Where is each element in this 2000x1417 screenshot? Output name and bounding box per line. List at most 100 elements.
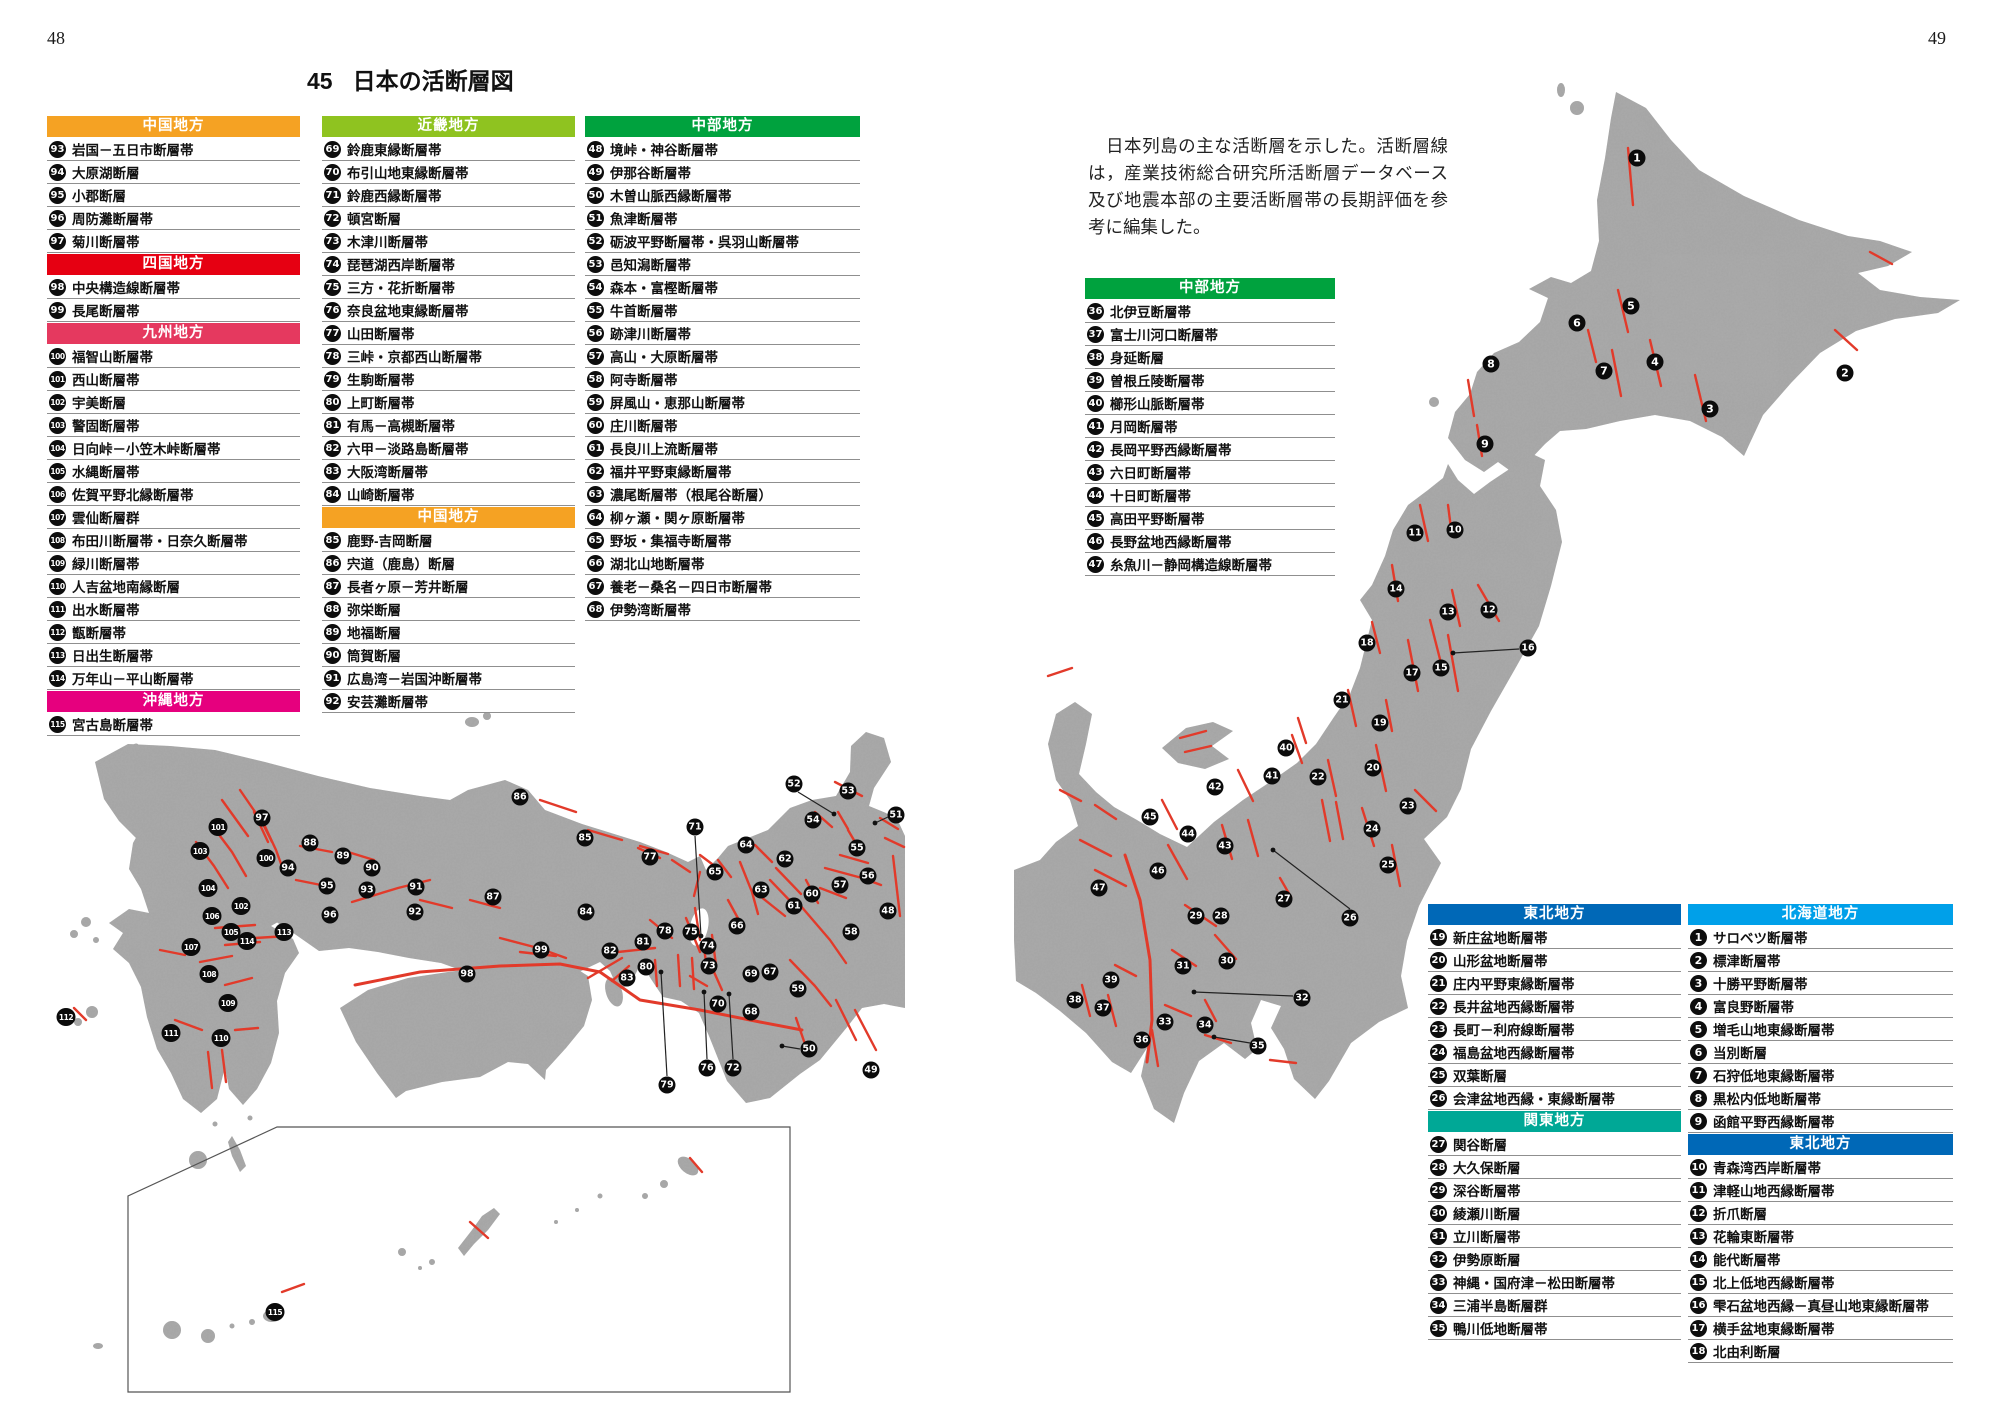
fault-name-label: 山形盆地断層帯 — [1453, 954, 1548, 969]
map-marker: 56 — [859, 867, 877, 885]
fault-list-item: 74 琵琶湖西岸断層帯 — [322, 253, 575, 276]
fault-list-item: 20 山形盆地断層帯 — [1428, 949, 1681, 972]
map-marker: 28 — [1212, 907, 1230, 925]
fault-list-item: 66 湖北山地断層帯 — [585, 552, 860, 575]
fault-number-badge: 27 — [1430, 1135, 1447, 1153]
fault-number-badge: 49 — [587, 163, 604, 181]
fault-number-badge: 102 — [49, 393, 66, 411]
fault-name-label: 小郡断層 — [72, 189, 126, 204]
page-title: 45 日本の活断層図 — [307, 62, 514, 96]
fault-number-badge: 65 — [587, 531, 604, 549]
fault-name-label: 日出生断層帯 — [72, 649, 153, 664]
map-marker: 61 — [785, 897, 803, 915]
fault-number-badge: 75 — [324, 278, 341, 296]
map-marker: 88 — [301, 834, 319, 852]
map-marker: 77 — [641, 848, 659, 866]
fault-name-label: 石狩低地東縁断層帯 — [1713, 1069, 1835, 1084]
map-marker: 54 — [804, 811, 822, 829]
map-marker: 92 — [406, 903, 424, 921]
fault-number-badge: 83 — [324, 462, 341, 480]
map-marker: 14 — [1387, 580, 1405, 598]
fault-name-label: 折爪断層 — [1713, 1207, 1767, 1222]
map-marker: 16 — [1519, 639, 1537, 657]
fault-number-badge: 35 — [1430, 1319, 1447, 1337]
fault-number-badge: 106 — [49, 485, 66, 503]
fault-number-badge: 62 — [587, 462, 604, 480]
fault-number-badge: 48 — [587, 140, 604, 158]
region-header: 九州地方 — [47, 323, 300, 344]
map-marker: 29 — [1187, 907, 1205, 925]
fault-list-item: 27 関谷断層 — [1428, 1133, 1681, 1156]
fault-list-item: 54 森本・富樫断層帯 — [585, 276, 860, 299]
map-marker: 1 — [1628, 149, 1646, 167]
fault-name-label: 山田断層帯 — [347, 327, 415, 342]
fault-number-badge: 88 — [324, 600, 341, 618]
fault-name-label: 双葉断層 — [1453, 1069, 1507, 1084]
map-marker: 64 — [737, 836, 755, 854]
map-marker: 70 — [709, 995, 727, 1013]
fault-list-item: 9 函館平野西縁断層帯 — [1688, 1110, 1953, 1133]
fault-number-badge: 66 — [587, 554, 604, 572]
fault-list-item: 8 黒松内低地断層帯 — [1688, 1087, 1953, 1110]
fault-list-item: 41 月岡断層帯 — [1085, 415, 1335, 438]
map-marker: 87 — [484, 888, 502, 906]
map-marker: 94 — [279, 859, 297, 877]
fault-name-label: 警固断層帯 — [72, 419, 140, 434]
map-marker: 69 — [742, 965, 760, 983]
map-marker: 101 — [208, 818, 228, 836]
fault-name-label: 綾瀬川断層 — [1453, 1207, 1521, 1222]
fault-name-label: 曽根丘陵断層帯 — [1110, 374, 1205, 389]
map-marker: 2 — [1836, 364, 1854, 382]
fault-number-badge: 96 — [49, 209, 66, 227]
map-marker: 45 — [1141, 808, 1159, 826]
fault-name-label: 北由利断層 — [1713, 1345, 1781, 1360]
fault-list-item: 102 宇美断層 — [47, 391, 300, 414]
fault-list-item: 15 北上低地西縁断層帯 — [1688, 1271, 1953, 1294]
fault-number-badge: 16 — [1690, 1296, 1707, 1314]
fault-name-label: 野坂・集福寺断層帯 — [610, 534, 732, 549]
fault-number-badge: 74 — [324, 255, 341, 273]
fault-number-badge: 37 — [1087, 325, 1104, 343]
fault-name-label: 庄内平野東縁断層帯 — [1453, 977, 1575, 992]
fault-list-item: 64 柳ヶ瀬・関ヶ原断層帯 — [585, 506, 860, 529]
fault-name-label: 筒賀断層 — [347, 649, 401, 664]
map-marker: 53 — [839, 782, 857, 800]
fault-legend-col3: 中部地方 48 境峠・神谷断層帯 49 伊那谷断層帯 50 木曽山脈西縁断層帯 51 魚津断層帯… — [585, 115, 860, 621]
fault-name-label: 中央構造線断層帯 — [72, 281, 180, 296]
fault-list-item: 98 中央構造線断層帯 — [47, 276, 300, 299]
map-marker: 85 — [576, 829, 594, 847]
fault-number-badge: 112 — [49, 623, 66, 641]
fault-name-label: 黒松内低地断層帯 — [1713, 1092, 1821, 1107]
fault-number-badge: 69 — [324, 140, 341, 158]
fault-number-badge: 114 — [49, 669, 66, 687]
fault-number-badge: 63 — [587, 485, 604, 503]
map-marker: 78 — [656, 922, 674, 940]
fault-name-label: 菊川断層帯 — [72, 235, 140, 250]
fault-list-item: 107 雲仙断層群 — [47, 506, 300, 529]
fault-number-badge: 61 — [587, 439, 604, 457]
fault-name-label: 養老－桑名－四日市断層帯 — [610, 580, 772, 595]
map-marker: 26 — [1341, 909, 1359, 927]
region-header: 関東地方 — [1428, 1111, 1681, 1132]
fault-number-badge: 93 — [49, 140, 66, 158]
fault-name-label: 濃尾断層帯（根尾谷断層） — [610, 488, 772, 503]
fault-list-item: 51 魚津断層帯 — [585, 207, 860, 230]
fault-number-badge: 52 — [587, 232, 604, 250]
fault-number-badge: 28 — [1430, 1158, 1447, 1176]
region-header: 東北地方 — [1428, 904, 1681, 925]
fault-list-item: 16 雫石盆地西縁－真昼山地東縁断層帯 — [1688, 1294, 1953, 1317]
fault-list-item: 92 安芸灘断層帯 — [322, 690, 575, 713]
map-marker: 49 — [862, 1061, 880, 1079]
fault-name-label: 宇美断層 — [72, 396, 126, 411]
fault-number-badge: 36 — [1087, 302, 1104, 320]
fault-list-item: 77 山田断層帯 — [322, 322, 575, 345]
fault-name-label: 神縄・国府津－松田断層帯 — [1453, 1276, 1615, 1291]
fault-list-item: 39 曽根丘陵断層帯 — [1085, 369, 1335, 392]
fault-list-item: 94 大原湖断層 — [47, 161, 300, 184]
fault-number-badge: 6 — [1690, 1043, 1707, 1061]
fault-list-item: 22 長井盆地西縁断層帯 — [1428, 995, 1681, 1018]
map-marker: 36 — [1133, 1031, 1151, 1049]
fault-name-label: 万年山－平山断層帯 — [72, 672, 194, 687]
fault-number-badge: 78 — [324, 347, 341, 365]
map-marker: 112 — [56, 1008, 76, 1026]
